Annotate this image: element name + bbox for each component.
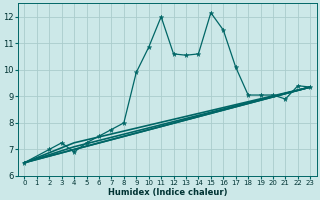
X-axis label: Humidex (Indice chaleur): Humidex (Indice chaleur) (108, 188, 227, 197)
